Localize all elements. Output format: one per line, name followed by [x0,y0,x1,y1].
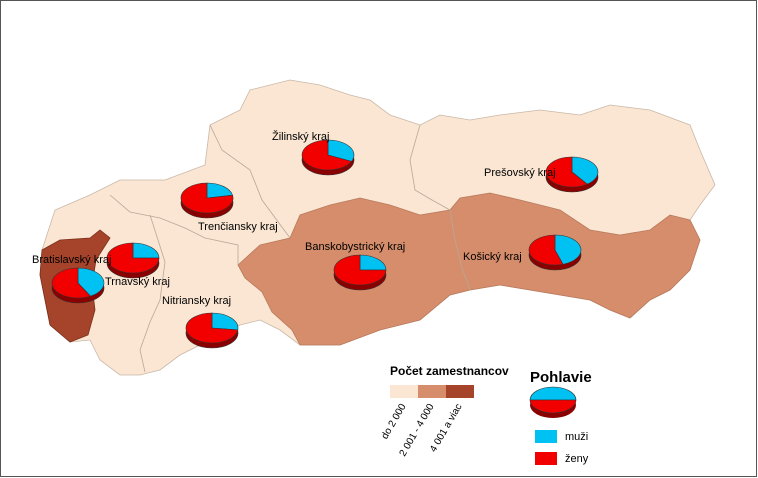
pie [180,182,234,219]
legend-title: Pohlavie [530,369,592,386]
region-border [409,124,451,211]
pie-slice [359,254,387,271]
legend-title: Počet zamestnancov [390,364,509,378]
pie-slice [333,254,387,286]
pie-slice [301,139,353,171]
region-label: Banskobystrický kraj [305,241,405,253]
legend-label: muži [565,431,588,443]
legend-label: ženy [565,453,589,465]
legend-swatch [535,430,557,443]
legend-swatch [535,452,557,465]
region-border [449,209,471,291]
pie [545,156,599,193]
pie [333,254,387,291]
pie-slice [211,312,239,331]
pie [528,234,582,271]
legend-swatch [390,385,418,398]
region-border [109,194,239,265]
region-border [209,124,291,239]
legend-swatch [446,385,474,398]
region-border [139,214,166,373]
region-label: Prešovský kraj [484,167,556,179]
pies: Žilinský kraj Prešovský kraj Trenčiansky k… [32,130,599,349]
pie-slice [327,139,355,162]
pie [106,242,160,279]
region-label: Trnavský kraj [105,276,170,288]
gender-legend: muži ženy [535,430,589,465]
pie [185,312,239,349]
region-label: Nitriansky kraj [162,295,231,307]
pie-slice [77,267,105,297]
legend-pie [529,386,577,418]
pie-slice [545,156,588,188]
pie-slice [185,312,239,344]
region-area [237,192,701,346]
pie-slice [528,234,564,266]
pie-slice [554,234,582,265]
legend-swatch [418,385,446,398]
region-label: Trenčiansky kraj [198,221,278,233]
pie-slice [206,182,233,199]
pie [301,139,355,176]
pie-slice [51,267,92,299]
region-label: Košický kraj [463,251,522,263]
pie [51,267,105,304]
pie-slice [180,182,234,214]
pie-slice [571,156,599,185]
map [39,79,716,376]
pie-slice [106,242,160,274]
region-label: Bratislavský kraj [32,254,111,266]
pie-slice [132,242,160,259]
region-label: Žilinský kraj [272,130,329,143]
